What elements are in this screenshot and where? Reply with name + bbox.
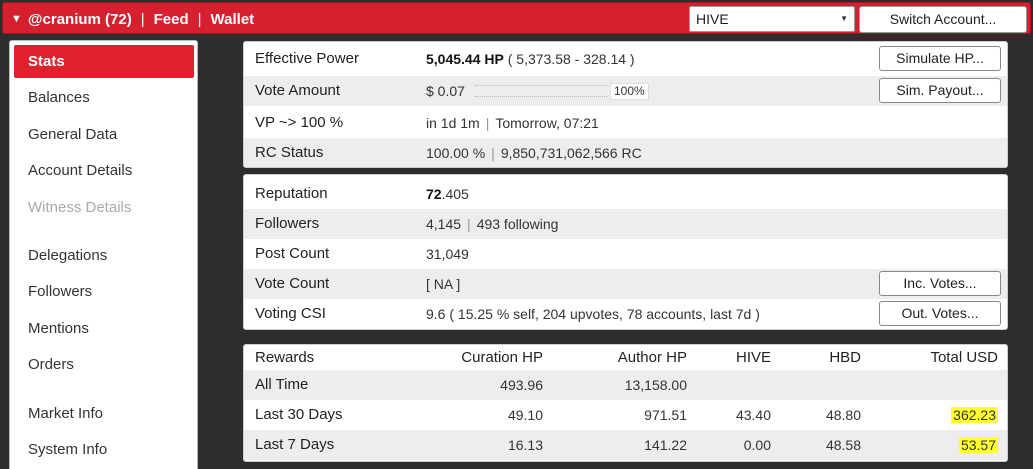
simulate-hp-button[interactable]: Simulate HP... <box>879 46 1001 71</box>
period-label: All Time <box>255 376 309 393</box>
effective-power-value-wrap: 5,045.44 HP ( 5,373.58 - 328.14 ) <box>426 44 635 74</box>
following-value: 493 following <box>476 216 559 232</box>
curation-hp-cell: 16.13 <box>507 437 543 453</box>
period-label: Last 7 Days <box>255 436 335 453</box>
select-arrow-icon: ▼ <box>840 14 848 23</box>
sidebar-item-account-details[interactable]: Account Details <box>28 162 133 179</box>
vp-row: VP ~> 100 % in 1d 1m | Tomorrow, 07:21 <box>244 108 1007 138</box>
vote-amount-label: Vote Amount <box>255 82 341 99</box>
post-count-label: Post Count <box>255 245 330 262</box>
author-hp-cell: 141.22 <box>644 437 687 453</box>
sidebar-item-stats[interactable]: Stats <box>14 45 194 78</box>
separator: | <box>491 145 495 161</box>
period-label: Last 30 Days <box>255 406 343 423</box>
reputation-row: Reputation 72.405 <box>244 179 1007 209</box>
sidebar-item-followers[interactable]: Followers <box>28 283 93 300</box>
followers-value: 4,145 <box>426 216 462 232</box>
sidebar-item-orders[interactable]: Orders <box>28 356 74 373</box>
reputation-dec: .405 <box>441 186 469 202</box>
caret-down-icon[interactable]: ▼ <box>11 13 22 25</box>
effective-power-value: 5,045.44 HP <box>426 51 504 67</box>
table-row: Last 7 Days 16.13 141.22 0.00 48.58 53.5… <box>244 430 1007 460</box>
vp-time: in 1d 1m <box>426 115 480 131</box>
curation-hp-cell: 49.10 <box>507 407 543 423</box>
separator: | <box>485 115 490 131</box>
author-hp-cell: 971.51 <box>644 407 687 423</box>
sidebar-item-system-info[interactable]: System Info <box>28 441 108 458</box>
vote-count-value: [ NA ] <box>426 276 461 292</box>
sidebar-item-general-data[interactable]: General Data <box>28 126 118 143</box>
total-usd-cell: 53.57 <box>958 437 998 453</box>
voting-csi-value: 9.6 ( 15.25 % self, 204 upvotes, 78 acco… <box>426 306 760 322</box>
separator: | <box>467 216 471 232</box>
vp-value-wrap: in 1d 1m | Tomorrow, 07:21 <box>426 108 599 138</box>
inc-votes-button[interactable]: Inc. Votes... <box>879 271 1001 296</box>
table-row: All Time 493.96 13,158.00 <box>244 370 1007 400</box>
vote-weight-slider[interactable] <box>475 85 607 97</box>
hbd-cell: 48.80 <box>825 407 861 423</box>
separator: | <box>197 10 202 28</box>
effective-power-detail: ( 5,373.58 - 328.14 ) <box>507 51 635 67</box>
curation-hp-cell: 493.96 <box>500 377 543 393</box>
sidebar-item-balances[interactable]: Balances <box>28 89 90 106</box>
effective-power-row: Effective Power 5,045.44 HP ( 5,373.58 -… <box>244 44 1007 74</box>
sim-payout-button[interactable]: Sim. Payout... <box>879 78 1001 103</box>
table-row: Last 30 Days 49.10 971.51 43.40 48.80 36… <box>244 400 1007 430</box>
power-panel: Effective Power 5,045.44 HP ( 5,373.58 -… <box>243 41 1008 168</box>
vp-label: VP ~> 100 % <box>255 114 344 131</box>
col-header-rewards: Rewards <box>255 349 315 366</box>
rc-value: 9,850,731,062,566 RC <box>500 145 642 161</box>
reputation-int: 72 <box>426 186 442 202</box>
col-header-hive: HIVE <box>735 349 771 366</box>
account-stats-panel: Reputation 72.405 Followers 4,145 | 493 fo… <box>243 174 1008 330</box>
rc-pct: 100.00 % <box>426 145 486 161</box>
out-votes-button[interactable]: Out. Votes... <box>879 301 1001 326</box>
rc-row: RC Status 100.00 % | 9,850,731,062,566 RC <box>244 138 1007 167</box>
followers-value-wrap: 4,145 | 493 following <box>426 209 558 239</box>
voting-csi-row: Voting CSI 9.6 ( 15.25 % self, 204 upvot… <box>244 299 1007 329</box>
total-usd-cell: 362.23 <box>951 407 998 423</box>
reputation-label: Reputation <box>255 185 328 202</box>
post-count-value: 31,049 <box>426 246 469 262</box>
effective-power-label: Effective Power <box>255 50 359 67</box>
chain-select-value: HIVE <box>696 11 729 27</box>
reputation-value-wrap: 72.405 <box>426 179 469 209</box>
account-nav: ▼ @cranium (72) | Feed | Wallet <box>11 3 254 35</box>
top-bar: ▼ @cranium (72) | Feed | Wallet HIVE ▼ S… <box>2 2 1031 34</box>
col-header-total-usd: Total USD <box>930 349 998 366</box>
switch-account-button[interactable]: Switch Account... <box>859 6 1027 33</box>
col-header-hbd: HBD <box>829 349 861 366</box>
vote-weight-value: 100% <box>610 83 649 100</box>
post-count-row: Post Count 31,049 <box>244 239 1007 269</box>
author-hp-cell: 13,158.00 <box>624 377 687 393</box>
hive-cell: 43.40 <box>735 407 771 423</box>
chain-select[interactable]: HIVE ▼ <box>689 6 855 32</box>
rewards-table: Rewards Curation HP Author HP HIVE HBD T… <box>243 344 1008 462</box>
vp-when: Tomorrow, 07:21 <box>495 115 599 131</box>
vote-amount-value: $ 0.07 <box>426 83 465 99</box>
vote-count-label: Vote Count <box>255 275 330 292</box>
sidebar-item-delegations[interactable]: Delegations <box>28 247 108 264</box>
voting-csi-label: Voting CSI <box>255 305 326 322</box>
sidebar: Stats Balances General Data Account Deta… <box>9 40 198 469</box>
followers-row: Followers 4,145 | 493 following <box>244 209 1007 239</box>
rc-label: RC Status <box>255 144 324 161</box>
sidebar-item-witness-details: Witness Details <box>28 199 132 216</box>
col-header-author-hp: Author HP <box>617 349 687 366</box>
col-header-curation-hp: Curation HP <box>461 349 543 366</box>
feed-link[interactable]: Feed <box>153 10 189 28</box>
sidebar-item-market-info[interactable]: Market Info <box>28 405 104 422</box>
followers-label: Followers <box>255 215 320 232</box>
hbd-cell: 48.58 <box>825 437 861 453</box>
hive-cell: 0.00 <box>743 437 771 453</box>
rewards-header-row: Rewards Curation HP Author HP HIVE HBD T… <box>244 345 1007 373</box>
wallet-link[interactable]: Wallet <box>210 10 255 28</box>
vote-amount-row: Vote Amount $ 0.07 100% Sim. Payout... <box>244 76 1007 106</box>
rc-value-wrap: 100.00 % | 9,850,731,062,566 RC <box>426 138 642 167</box>
sidebar-item-mentions[interactable]: Mentions <box>28 320 89 337</box>
account-name-link[interactable]: @cranium (72) <box>27 10 132 28</box>
separator: | <box>140 10 145 28</box>
vote-count-row: Vote Count [ NA ] Inc. Votes... <box>244 269 1007 299</box>
